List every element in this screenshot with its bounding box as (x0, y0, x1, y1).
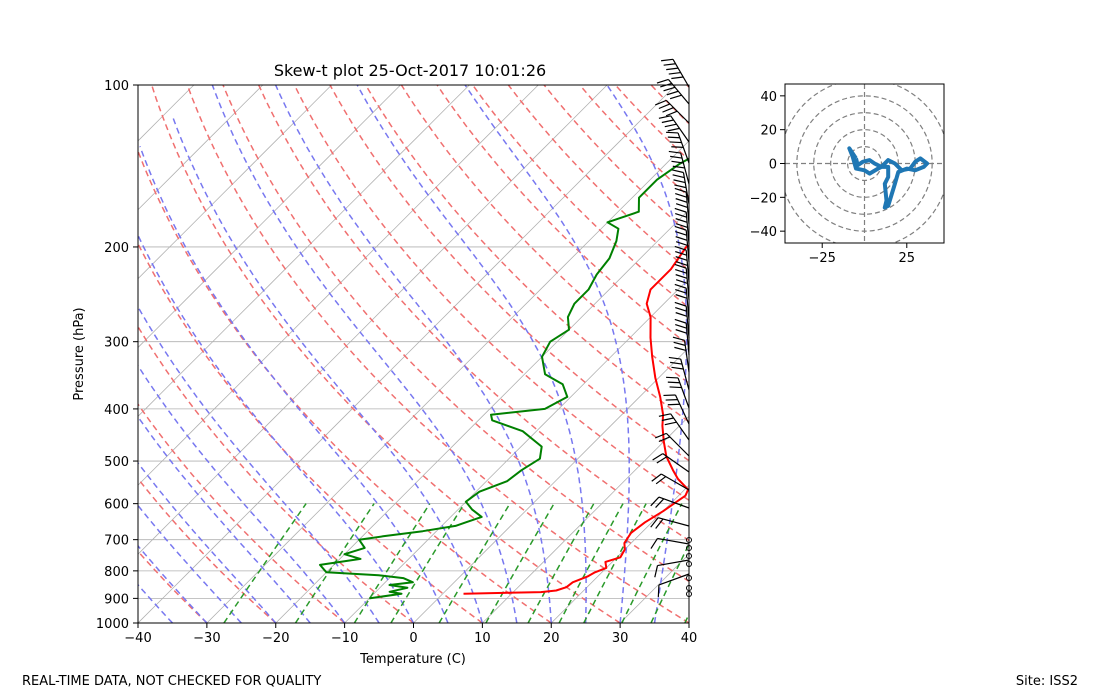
calm-wind-marker (686, 585, 692, 591)
calm-wind-marker (686, 591, 692, 597)
wind-barb (656, 78, 690, 105)
wind-barb (652, 453, 690, 473)
calm-wind-marker (686, 553, 692, 559)
y-tick-label: 100 (104, 79, 129, 94)
wind-barb (674, 263, 690, 301)
temperature-profile (463, 244, 689, 595)
x-tick-label: 20 (543, 631, 560, 646)
wind-barb (658, 115, 690, 143)
wind-barb (674, 225, 690, 263)
x-tick-label: −30 (193, 631, 220, 646)
x-tick-label: 0 (409, 631, 417, 646)
wind-barb (655, 99, 690, 124)
y-tick-label: 600 (104, 498, 129, 513)
y-tick-label: 900 (104, 592, 129, 607)
skewt-plot: −40 −30 −20 −10 0 10 20 30 40 1000 900 800 700 600 500… (96, 79, 698, 646)
x-tick-label: 30 (612, 631, 629, 646)
hodograph-x-tick-label: 25 (899, 251, 916, 266)
dewpoint-profile (319, 157, 689, 600)
x-tick-label: 10 (474, 631, 491, 646)
wind-barb (654, 559, 690, 578)
y-tick-label: 700 (104, 534, 129, 549)
hodograph-y-tick-label: 20 (760, 124, 777, 139)
wind-barb (674, 245, 690, 283)
hodograph-y-tick-label: 40 (760, 90, 777, 105)
wind-barb (657, 573, 690, 597)
y-tick-label: 1000 (96, 617, 129, 632)
calm-wind-marker (686, 545, 692, 551)
wind-barb (671, 169, 690, 205)
x-tick-label: −20 (262, 631, 289, 646)
y-tick-label: 500 (104, 455, 129, 470)
hodograph-y-tick-label: 0 (769, 158, 777, 173)
wind-barb (650, 517, 690, 529)
wind-barb (666, 376, 690, 409)
site-label: Site: ISS2 (1015, 674, 1078, 689)
hodograph-ring (830, 129, 899, 198)
skewt-title: Skew-t plot 25-Oct-2017 10:01:26 (274, 61, 546, 80)
calm-wind-marker (686, 561, 692, 567)
y-tick-label: 200 (104, 241, 129, 256)
hodograph-plot: −25 25 40 20 0 −20 −40 (750, 83, 945, 266)
skewt-frame (137, 84, 690, 624)
quality-disclaimer: REAL-TIME DATA, NOT CHECKED FOR QUALITY (22, 674, 322, 689)
calm-wind-marker (686, 575, 692, 581)
wind-barb (650, 496, 690, 509)
hodograph-trace (847, 146, 930, 210)
skewt-x-axis-label: Temperature (C) (359, 652, 466, 667)
wind-barb (668, 356, 690, 391)
hodograph-frame (784, 83, 945, 244)
wind-barb (674, 318, 690, 356)
wind-barb (651, 473, 690, 491)
skewt-y-axis-label: Pressure (hPa) (72, 307, 87, 400)
wind-barb (661, 58, 690, 88)
wind-barb (674, 283, 690, 321)
x-tick-label: −10 (331, 631, 358, 646)
wind-barb (666, 131, 690, 164)
hodograph-y-tick-label: −40 (750, 225, 777, 240)
wind-barb (668, 150, 690, 185)
wind-barb (650, 537, 690, 549)
wind-barb (663, 394, 690, 425)
wind-barb (674, 301, 690, 339)
wind-barb (655, 432, 690, 457)
wind-barb (658, 413, 690, 441)
hodograph-x-tick-label: −25 (808, 251, 835, 266)
wind-barbs (650, 58, 692, 597)
wind-barb (672, 336, 690, 373)
y-tick-label: 300 (104, 336, 129, 351)
hodograph-y-tick-label: −20 (750, 191, 777, 206)
y-tick-label: 400 (104, 403, 129, 418)
y-tick-label: 800 (104, 565, 129, 580)
wind-barb (674, 207, 690, 245)
x-tick-label: 40 (681, 631, 698, 646)
calm-wind-marker (686, 537, 692, 543)
wind-barb (674, 187, 690, 225)
x-tick-label: −40 (124, 631, 151, 646)
